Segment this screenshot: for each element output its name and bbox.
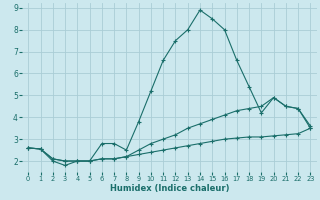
X-axis label: Humidex (Indice chaleur): Humidex (Indice chaleur)	[109, 184, 229, 193]
